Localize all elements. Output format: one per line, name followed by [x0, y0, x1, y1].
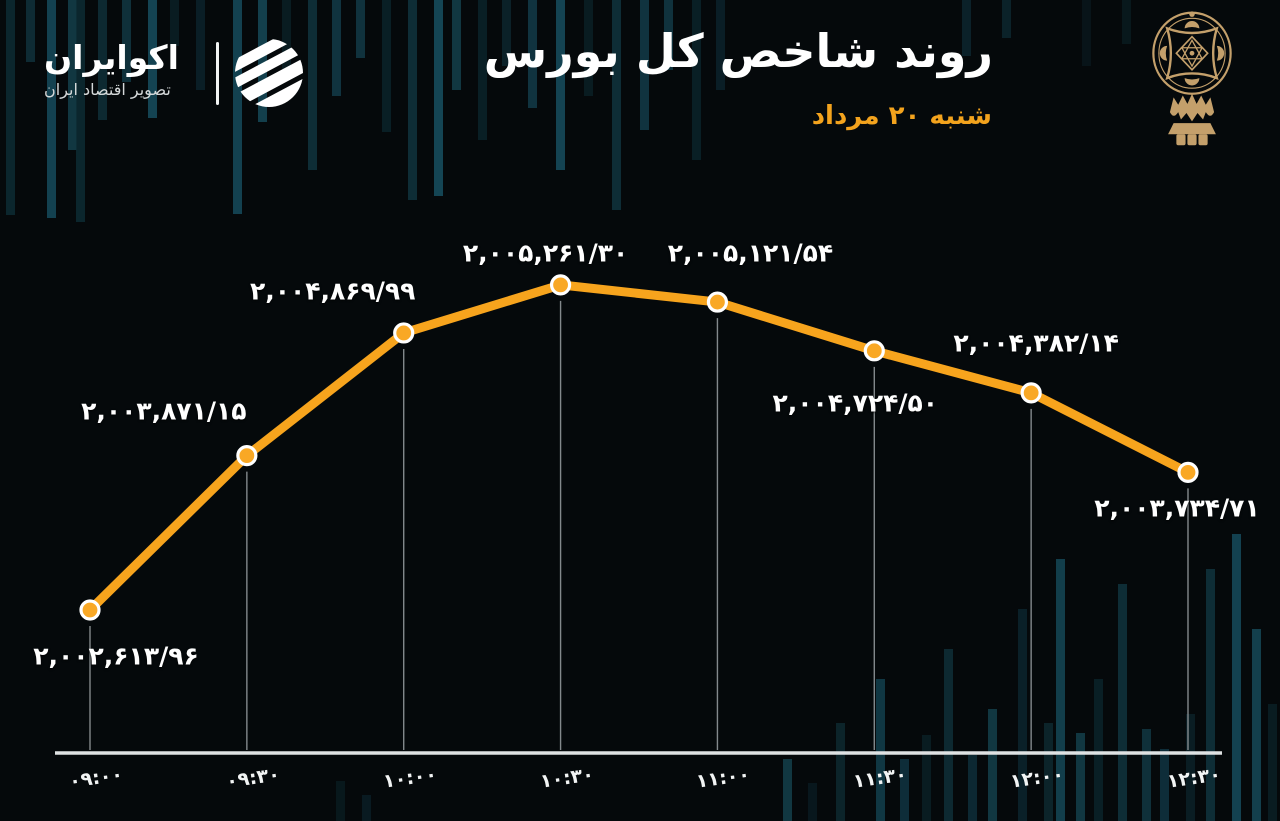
brand-block: اکوایران تصویر اقتصاد ایران — [40, 34, 308, 112]
point-label: ۲,۰۰۴,۸۶۹/۹۹ — [249, 276, 416, 306]
point-label: ۲,۰۰۳,۸۷۱/۱۵ — [81, 396, 247, 426]
point-label: ۲,۰۰۲,۶۱۳/۹۶ — [33, 641, 199, 671]
point-label: ۲,۰۰۴,۷۲۴/۵۰ — [772, 388, 939, 418]
point-label: ۲,۰۰۴,۳۸۲/۱۴ — [953, 328, 1119, 358]
brand-divider — [216, 42, 219, 105]
point-label: ۲,۰۰۵,۲۶۱/۳۰ — [462, 238, 629, 268]
brand-name: اکوایران — [44, 38, 179, 77]
date-subtitle: شنبه ۲۰ مرداد — [811, 101, 992, 131]
brand-tagline: تصویر اقتصاد ایران — [44, 80, 171, 100]
point-label: ۲,۰۰۳,۷۳۴/۷۱ — [1094, 493, 1260, 523]
ecoiran-logo-icon — [235, 39, 303, 107]
bourse-emblem-icon — [1152, 11, 1232, 146]
page-title: روند شاخص کل بورس — [483, 24, 993, 78]
point-label: ۲,۰۰۵,۱۲۱/۵۴ — [667, 238, 834, 268]
